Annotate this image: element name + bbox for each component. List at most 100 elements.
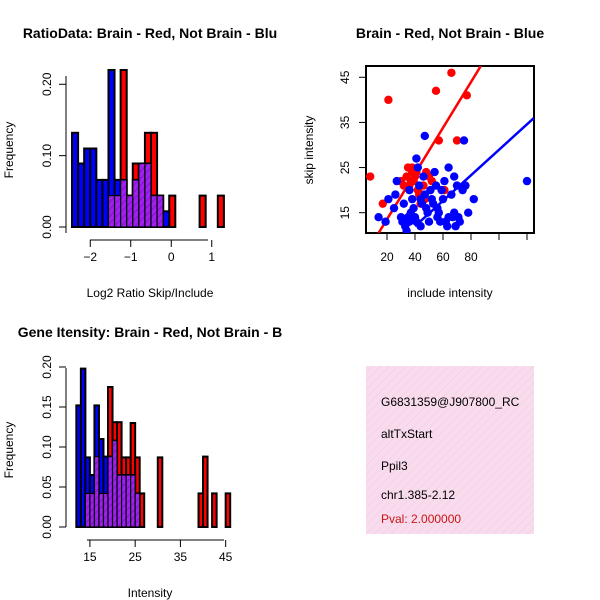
overlap-bar (93, 456, 100, 528)
x-tick-label: 60 (436, 250, 450, 264)
overlap-bar (98, 492, 105, 528)
y-tick-label: 0.20 (40, 72, 54, 96)
x-tick-label: 15 (83, 550, 97, 564)
blue-point (437, 185, 446, 195)
red-point (447, 68, 456, 77)
overlap-bar (111, 440, 118, 528)
blue-point (405, 185, 414, 195)
scatter-ylabel: skip intensity (302, 116, 316, 185)
overlap-bar (107, 456, 114, 528)
overlap-bar (116, 474, 123, 528)
overlap-bar (150, 195, 158, 228)
overlap-bar (138, 162, 146, 228)
blue-point (374, 213, 383, 222)
overlap-bar (120, 474, 127, 528)
blue-point (389, 203, 399, 213)
blue-point (413, 163, 422, 172)
info-pvalue: Pval: 2.000000 (381, 512, 461, 526)
overlap-bar (107, 195, 116, 228)
x-tick-label: 45 (219, 550, 233, 564)
red-point (378, 199, 387, 208)
blue-point (444, 163, 453, 172)
y-tick-label: 0.10 (40, 435, 54, 459)
info-location: chr1.385-2.12 (381, 488, 455, 502)
info-panel: G6831359@J907800_RC altTxStart Ppil3 chr… (366, 366, 534, 534)
info-panel-background (366, 366, 534, 534)
info-probe-id: G6831359@J907800_RC (381, 395, 520, 409)
scatter-axes: 20 40 60 80 15 25 35 45 (338, 70, 528, 264)
overlap-bar (125, 474, 132, 528)
scatter-points (366, 66, 534, 233)
intensity-xlabel: Intensity (128, 586, 173, 600)
blue-point (399, 199, 408, 208)
blue-point (409, 203, 418, 213)
blue-point (522, 176, 532, 186)
overlap-bar (120, 179, 128, 228)
x-tick-label: 25 (128, 550, 142, 564)
blue-point (450, 172, 459, 181)
y-tick-label: 15 (338, 206, 352, 220)
blue-point (443, 222, 452, 231)
blue-point (420, 131, 429, 141)
blue-point (415, 181, 424, 190)
overlap-bar (102, 492, 109, 528)
blue-point (459, 136, 469, 145)
y-tick-label: 35 (338, 115, 352, 129)
overlap-bar (113, 195, 122, 228)
y-tick-label: 0.10 (40, 144, 54, 168)
y-tick-label: 0.20 (40, 355, 54, 379)
red-bar (216, 194, 225, 229)
blue-point (402, 226, 411, 233)
x-tick-label: 35 (174, 550, 188, 564)
ratio-bars (71, 69, 225, 229)
blue-point (391, 190, 400, 199)
red-bar (156, 456, 164, 528)
red-bar (224, 492, 232, 528)
blue-point (431, 181, 441, 190)
info-gene-name: Ppil3 (381, 459, 408, 473)
intensity-histogram: Gene Itensity: Brain - Red, Not Brain - … (2, 324, 282, 600)
blue-point (381, 217, 390, 226)
x-tick-label: 20 (380, 250, 394, 264)
red-point (431, 86, 441, 96)
info-event-type: altTxStart (381, 427, 433, 441)
overlap-bar (134, 492, 141, 528)
overlap-bar (84, 492, 91, 528)
y-tick-label: 0.15 (40, 395, 54, 419)
intensity-bars (75, 367, 232, 529)
intensity-scatter: Brain - Red, Not Brain - Blue include in… (302, 25, 544, 300)
red-bar (198, 194, 207, 229)
x-tick-label: 40 (408, 250, 422, 264)
overlap-bar (132, 179, 140, 228)
red-point (452, 136, 462, 145)
y-tick-label: 45 (338, 70, 352, 84)
red-point (366, 172, 375, 181)
overlap-bar (130, 474, 136, 528)
blue-point (384, 194, 393, 204)
red-bar (202, 455, 209, 529)
blue-point (392, 176, 401, 186)
x-tick-label: 1 (208, 250, 215, 264)
ratio-xlabel: Log2 Ratio Skip/Include (87, 286, 214, 300)
overlap-bar (126, 195, 134, 228)
blue-point (419, 172, 428, 181)
x-tick-label: 0 (168, 250, 175, 264)
x-tick-label: 80 (464, 250, 478, 264)
intensity-ylabel: Frequency (2, 422, 16, 479)
overlap-bar (89, 492, 96, 528)
scatter-title: Brain - Red, Not Brain - Blue (356, 25, 544, 41)
intensity-axes: 15 25 35 45 0.00 0.05 0.10 0.15 0.20 (40, 355, 232, 564)
blue-point (408, 194, 417, 204)
blue-point (430, 167, 439, 177)
y-tick-label: 0.05 (40, 475, 54, 499)
blue-point (469, 194, 478, 204)
overlap-bar (144, 162, 152, 228)
red-bar (211, 492, 218, 528)
x-tick-label: −1 (124, 250, 138, 264)
ratio-ylabel: Frequency (2, 122, 16, 179)
blue-point (464, 208, 473, 217)
blue-point (440, 176, 449, 186)
blue-point (434, 208, 443, 217)
scatter-xlabel: include intensity (407, 286, 492, 300)
